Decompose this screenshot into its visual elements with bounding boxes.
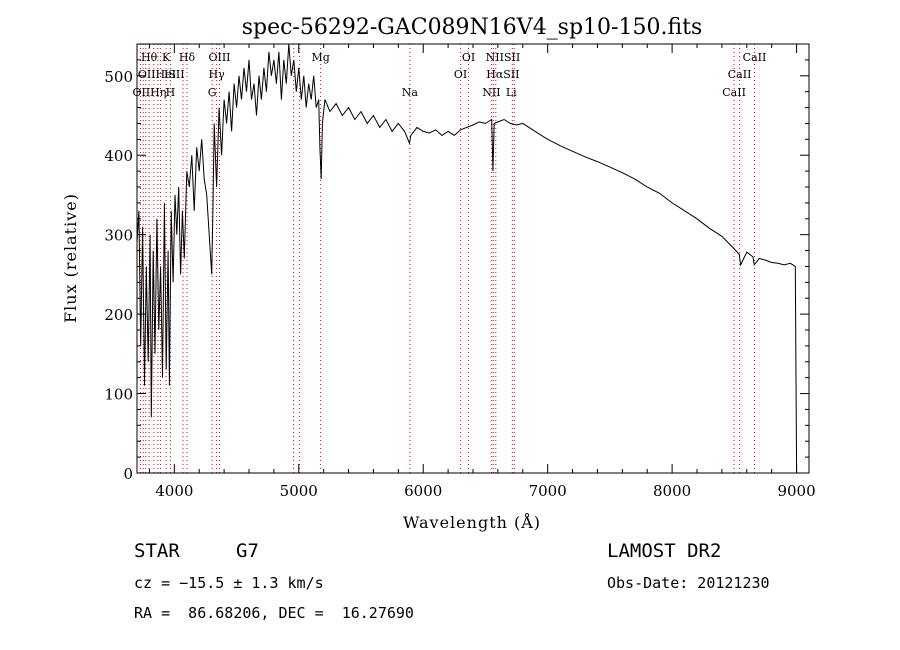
x-tick-label: 9000 bbox=[777, 482, 815, 500]
spectral-line-label: Mg bbox=[311, 51, 329, 64]
radial-velocity: cz = −15.5 ± 1.3 km/s bbox=[134, 574, 324, 592]
spectral-subclass: G7 bbox=[236, 540, 259, 562]
x-tick-label: 6000 bbox=[404, 482, 442, 500]
spectral-line-label: NIISII bbox=[486, 51, 521, 64]
x-axis-label: Wavelength (Å) bbox=[403, 512, 541, 532]
spectral-line-label: G bbox=[208, 86, 217, 99]
x-tick-label: 4000 bbox=[155, 482, 193, 500]
spectral-line-label: HαSII bbox=[486, 68, 519, 81]
spectral-line-label: Li bbox=[506, 86, 517, 99]
object-type: STAR bbox=[134, 540, 180, 562]
sky-coordinates: RA = 86.68206, DEC = 16.27690 bbox=[134, 604, 414, 622]
plot-frame bbox=[136, 43, 810, 474]
spectral-line-label: Hγ bbox=[209, 68, 226, 81]
y-axis-label: Flux (relative) bbox=[61, 193, 80, 323]
spectral-line-label: OI bbox=[462, 51, 475, 64]
spectral-line-label: Hδ bbox=[179, 51, 196, 64]
chart-title: spec-56292-GAC089N16V4_sp10-150.fits bbox=[242, 15, 703, 40]
spectral-line-label: ISII bbox=[164, 68, 185, 81]
x-tick-label: 7000 bbox=[529, 482, 567, 500]
spectral-line-label: K bbox=[162, 51, 171, 64]
y-tick-label: 400 bbox=[104, 147, 133, 165]
spectral-line-label: OIIHeI bbox=[138, 68, 176, 81]
y-tick-label: 100 bbox=[104, 386, 133, 404]
spectral-line-label: OI bbox=[454, 68, 467, 81]
spectrum-series bbox=[136, 43, 798, 474]
axis-ticks: 4000 5000 6000 7000 8000 9000 0 100 200 300 400 500 bbox=[104, 43, 816, 500]
spectral-line-label: Hθ bbox=[141, 51, 158, 64]
spectral-line-label: OIIHη bbox=[132, 86, 166, 99]
observation-date: Obs-Date: 20121230 bbox=[607, 574, 770, 592]
x-tick-label: 5000 bbox=[280, 482, 318, 500]
y-tick-label: 500 bbox=[104, 68, 133, 86]
spectral-line-label: CaII bbox=[728, 68, 752, 81]
y-tick-label: 0 bbox=[123, 465, 133, 483]
y-tick-label: 300 bbox=[104, 227, 133, 245]
spectral-line-label: CaII bbox=[743, 51, 767, 64]
spectral-line-label: OIII bbox=[208, 51, 230, 64]
survey-name: LAMOST DR2 bbox=[607, 540, 722, 562]
spectral-line-label: CaII bbox=[722, 86, 746, 99]
y-tick-label: 200 bbox=[104, 306, 133, 324]
spectrum-line bbox=[136, 43, 798, 474]
spectral-line-label: Na bbox=[402, 86, 419, 99]
spectral-line-label: H bbox=[166, 86, 176, 99]
spectral-line-label: NII bbox=[482, 86, 500, 99]
x-tick-label: 8000 bbox=[653, 482, 691, 500]
